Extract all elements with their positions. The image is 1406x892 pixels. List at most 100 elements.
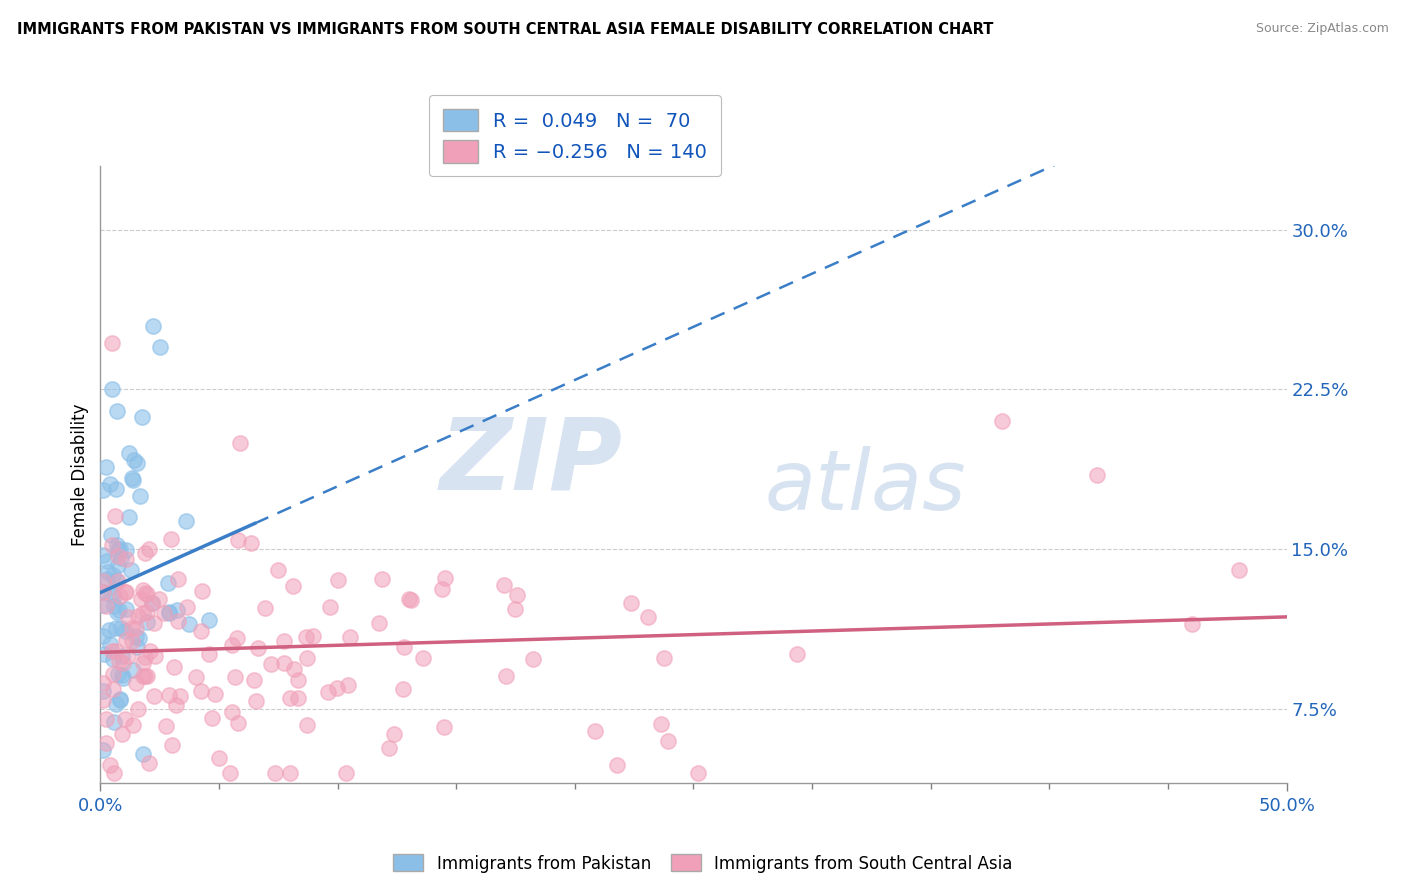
Point	[260, 657, 283, 672]
Point	[221, 705, 243, 719]
Point	[110, 550, 132, 565]
Point	[246, 641, 269, 656]
Point	[101, 567, 124, 582]
Point	[101, 644, 124, 658]
Point	[94, 460, 117, 475]
Point	[141, 318, 163, 333]
Point	[117, 610, 139, 624]
Point	[143, 689, 166, 703]
Point	[100, 588, 122, 602]
Point	[128, 489, 150, 503]
Point	[637, 609, 659, 624]
Point	[326, 681, 349, 695]
Point	[91, 584, 114, 599]
Point	[121, 474, 143, 488]
Point	[226, 533, 249, 547]
Point	[226, 716, 249, 731]
Point	[207, 751, 229, 765]
Point	[115, 585, 138, 599]
Point	[263, 765, 285, 780]
Point	[522, 652, 544, 666]
Point	[495, 669, 517, 683]
Point	[134, 546, 156, 560]
Point	[111, 727, 134, 741]
Point	[91, 585, 114, 599]
Point	[124, 629, 146, 643]
Point	[107, 574, 129, 588]
Point	[125, 640, 148, 654]
Point	[191, 583, 214, 598]
Point	[118, 446, 141, 460]
Point	[121, 471, 143, 485]
Y-axis label: Female Disability: Female Disability	[72, 403, 89, 546]
Point	[115, 542, 138, 557]
Point	[229, 436, 252, 450]
Point	[302, 630, 325, 644]
Point	[131, 410, 153, 425]
Point	[98, 476, 121, 491]
Point	[131, 606, 153, 620]
Point	[118, 509, 141, 524]
Point	[132, 583, 155, 598]
Point	[121, 633, 143, 648]
Point	[184, 670, 207, 684]
Point	[583, 723, 606, 738]
Point	[121, 621, 143, 635]
Point	[160, 738, 183, 752]
Point	[91, 548, 114, 562]
Text: ZIP: ZIP	[439, 414, 623, 511]
Point	[157, 688, 180, 702]
Point	[163, 660, 186, 674]
Point	[103, 509, 125, 524]
Point	[174, 514, 197, 528]
Point	[108, 589, 131, 603]
Point	[104, 697, 127, 711]
Point	[115, 633, 138, 648]
Point	[107, 549, 129, 563]
Point	[115, 552, 138, 566]
Point	[134, 586, 156, 600]
Point	[105, 404, 128, 418]
Point	[96, 572, 118, 586]
Point	[124, 676, 146, 690]
Point	[157, 606, 180, 620]
Point	[367, 615, 389, 630]
Point	[283, 662, 305, 676]
Point	[686, 765, 709, 780]
Point	[134, 669, 156, 683]
Point	[138, 644, 160, 658]
Text: IMMIGRANTS FROM PAKISTAN VS IMMIGRANTS FROM SOUTH CENTRAL ASIA FEMALE DISABILITY: IMMIGRANTS FROM PAKISTAN VS IMMIGRANTS F…	[17, 22, 993, 37]
Point	[650, 716, 672, 731]
Point	[319, 599, 342, 614]
Point	[98, 636, 121, 650]
Point	[494, 577, 516, 591]
Point	[127, 609, 149, 624]
Point	[115, 602, 138, 616]
Point	[267, 563, 290, 577]
Point	[132, 656, 155, 670]
Point	[382, 727, 405, 741]
Point	[91, 629, 114, 643]
Point	[221, 638, 243, 652]
Point	[98, 758, 121, 772]
Legend: R =  0.049   N =  70, R = −0.256   N = 140: R = 0.049 N = 70, R = −0.256 N = 140	[429, 95, 721, 177]
Point	[108, 654, 131, 668]
Point	[98, 623, 121, 637]
Point	[103, 652, 125, 666]
Point	[111, 671, 134, 685]
Point	[378, 741, 401, 756]
Point	[132, 747, 155, 761]
Point	[108, 692, 131, 706]
Point	[105, 605, 128, 619]
Point	[1227, 564, 1250, 578]
Point	[100, 538, 122, 552]
Point	[273, 656, 295, 670]
Point	[432, 582, 454, 596]
Point	[295, 718, 318, 732]
Point	[91, 676, 114, 690]
Point	[125, 621, 148, 635]
Point	[131, 669, 153, 683]
Point	[91, 483, 114, 497]
Point	[91, 692, 114, 706]
Point	[125, 457, 148, 471]
